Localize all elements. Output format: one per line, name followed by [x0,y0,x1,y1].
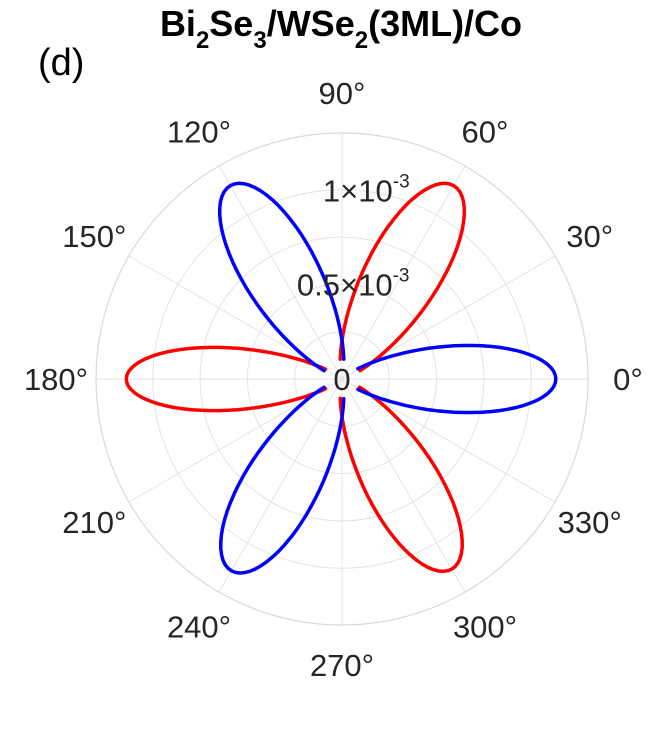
radial-tick-labels: 0 0.5×10-3 1×10-3 [297,172,410,397]
angle-tick-labels: 0° 30° 60° 90° 120° 150° 180° 210° 240° 270° 300° 3… [24,76,643,683]
r-tick-label-2: 1×10-3 [323,172,410,209]
angle-label-150: 150° [62,219,126,254]
grid-ring-4 [152,189,532,569]
angle-label-180: 180° [24,362,88,397]
series-1-lobe-180 [124,345,328,413]
spoke-300 [341,378,466,593]
panel-label: (d) [38,42,84,84]
r-tick-label-0: 0 [333,362,350,397]
chart-title: Bi2Se3/WSe2(3ML)/Co [160,3,522,54]
angle-label-120: 120° [167,114,231,149]
grid-ring-2 [246,283,438,475]
series-2-lobe-0 [356,343,558,415]
angle-label-300: 300° [453,610,517,645]
series-1-lobe-60 [338,181,467,373]
angle-label-270: 270° [310,648,374,683]
angle-label-60: 60° [462,114,509,149]
angle-label-0: 0° [613,362,643,397]
angle-label-330: 330° [558,505,622,540]
angle-label-30: 30° [566,219,613,254]
spoke-120 [218,165,343,380]
outer-ring [95,132,589,626]
series-2-lobe-120 [217,181,346,373]
angle-label-90: 90° [319,76,366,111]
angle-label-210: 210° [62,505,126,540]
spoke-60 [341,165,466,380]
angle-label-240: 240° [167,610,231,645]
data-series [124,181,558,575]
series-2-lobe-240 [219,385,346,575]
grid-ring-3 [199,236,485,522]
r-tick-label-1: 0.5×10-3 [297,265,410,302]
series-1-lobe-300 [338,385,464,574]
spoke-240 [218,378,343,593]
